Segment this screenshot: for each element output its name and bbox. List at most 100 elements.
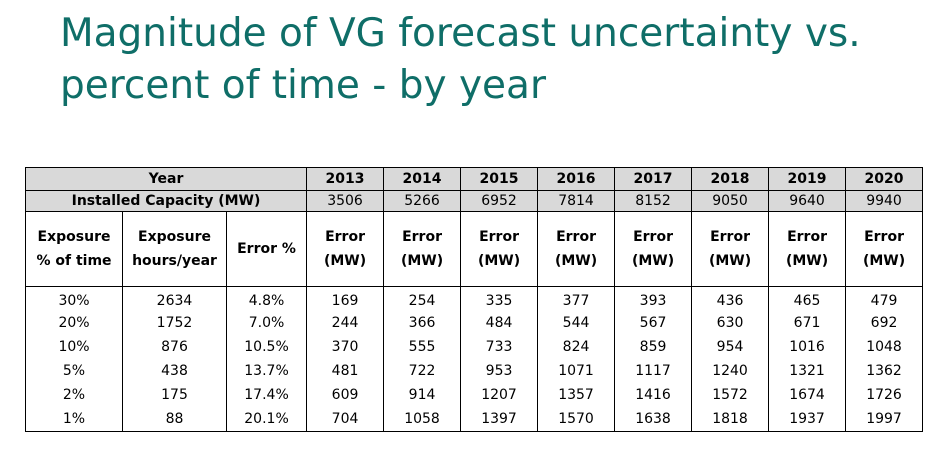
table-row: 1% 88 20.1% 704 1058 1397 1570 1638 1818 1937 1997 [25,407,924,432]
error-mw-cell: 1572 [691,383,770,407]
col-header-error-mw: Error (MW) [383,211,462,287]
capacity-cell: 3506 [306,190,385,212]
error-mw-cell: 484 [460,311,539,335]
error-mw-cell: 1674 [768,383,847,407]
table-row: 5% 438 13.7% 481 722 953 1071 1117 1240 1321 1362 [25,359,924,383]
year-cell: 2013 [306,167,385,191]
col-header-error-pct: Error % [225,211,308,287]
col-header-error-mw: Error (MW) [845,211,924,287]
exposure-pct-cell: 1% [25,407,123,432]
error-mw-cell: 671 [768,311,847,335]
error-pct-cell: 7.0% [225,311,308,335]
error-mw-cell: 244 [306,311,385,335]
error-mw-cell: 1016 [768,335,847,359]
table-row: 30% 2634 4.8% 169 254 335 377 393 436 465 479 [25,286,924,311]
error-mw-cell: 370 [306,335,385,359]
error-pct-cell: 13.7% [225,359,308,383]
year-cell: 2014 [383,167,462,191]
column-header-row: Exposure% of time Exposure hours/year Err… [25,211,924,287]
capacity-label: Installed Capacity (MW) [24,190,308,212]
error-mw-cell: 1397 [460,407,539,432]
capacity-cell: 6952 [460,190,539,212]
exposure-hours-cell: 2634 [122,286,227,311]
error-mw-cell: 335 [460,286,539,311]
year-cell: 2020 [845,167,924,191]
year-label: Year [24,167,308,191]
col-header-error-mw: Error (MW) [614,211,693,287]
error-mw-cell: 377 [537,286,616,311]
capacity-cell: 8152 [614,190,693,212]
error-mw-cell: 1638 [614,407,693,432]
error-mw-cell: 555 [383,335,462,359]
exposure-pct-cell: 2% [25,383,123,407]
capacity-cell: 9640 [768,190,847,212]
capacity-cell: 9050 [691,190,770,212]
error-mw-cell: 722 [383,359,462,383]
error-mw-cell: 169 [306,286,385,311]
error-mw-cell: 1570 [537,407,616,432]
error-mw-cell: 1048 [845,335,924,359]
col-header-error-mw: Error (MW) [768,211,847,287]
table-row: 20% 1752 7.0% 244 366 484 544 567 630 671 692 [25,311,924,335]
year-cell: 2018 [691,167,770,191]
error-mw-cell: 436 [691,286,770,311]
error-mw-cell: 1117 [614,359,693,383]
exposure-hours-cell: 876 [122,335,227,359]
exposure-hours-cell: 88 [122,407,227,432]
capacity-cell: 9940 [845,190,924,212]
error-pct-cell: 17.4% [225,383,308,407]
error-mw-cell: 859 [614,335,693,359]
table-row: 2% 175 17.4% 609 914 1207 1357 1416 1572 1674 1726 [25,383,924,407]
col-header-error-mw: Error (MW) [460,211,539,287]
error-mw-cell: 481 [306,359,385,383]
error-mw-cell: 953 [460,359,539,383]
error-mw-cell: 914 [383,383,462,407]
error-mw-cell: 1937 [768,407,847,432]
col-header-error-mw: Error (MW) [306,211,385,287]
error-mw-cell: 393 [614,286,693,311]
error-mw-cell: 1416 [614,383,693,407]
error-mw-cell: 1997 [845,407,924,432]
col-header-error-mw: Error (MW) [537,211,616,287]
error-pct-cell: 10.5% [225,335,308,359]
error-mw-cell: 479 [845,286,924,311]
error-pct-cell: 20.1% [225,407,308,432]
capacity-header-row: Installed Capacity (MW) 3506 5266 6952 7… [24,190,924,212]
year-header-row: Year 2013 2014 2015 2016 2017 2018 2019 … [24,167,924,191]
error-mw-cell: 609 [306,383,385,407]
table-row: 10% 876 10.5% 370 555 733 824 859 954 1016 1048 [25,335,924,359]
error-mw-cell: 1357 [537,383,616,407]
error-mw-cell: 1726 [845,383,924,407]
capacity-cell: 7814 [537,190,616,212]
error-mw-cell: 733 [460,335,539,359]
error-mw-cell: 1058 [383,407,462,432]
col-header-error-mw: Error (MW) [691,211,770,287]
col-header-exposure-hours: Exposure hours/year [122,211,227,287]
year-cell: 2016 [537,167,616,191]
error-mw-cell: 824 [537,335,616,359]
error-mw-cell: 1362 [845,359,924,383]
exposure-hours-cell: 175 [122,383,227,407]
exposure-pct-cell: 10% [25,335,123,359]
exposure-pct-cell: 30% [25,286,123,311]
error-mw-cell: 630 [691,311,770,335]
error-mw-cell: 1071 [537,359,616,383]
year-cell: 2017 [614,167,693,191]
error-mw-cell: 1207 [460,383,539,407]
error-mw-cell: 465 [768,286,847,311]
col-header-exposure-pct: Exposure% of time [25,211,123,287]
exposure-pct-cell: 20% [25,311,123,335]
error-mw-cell: 567 [614,311,693,335]
year-cell: 2015 [460,167,539,191]
error-mw-cell: 366 [383,311,462,335]
error-mw-cell: 1321 [768,359,847,383]
forecast-uncertainty-table: Year 2013 2014 2015 2016 2017 2018 2019 … [24,167,924,432]
error-mw-cell: 254 [383,286,462,311]
error-mw-cell: 1240 [691,359,770,383]
capacity-cell: 5266 [383,190,462,212]
year-cell: 2019 [768,167,847,191]
exposure-hours-cell: 438 [122,359,227,383]
error-mw-cell: 704 [306,407,385,432]
error-mw-cell: 544 [537,311,616,335]
error-mw-cell: 1818 [691,407,770,432]
